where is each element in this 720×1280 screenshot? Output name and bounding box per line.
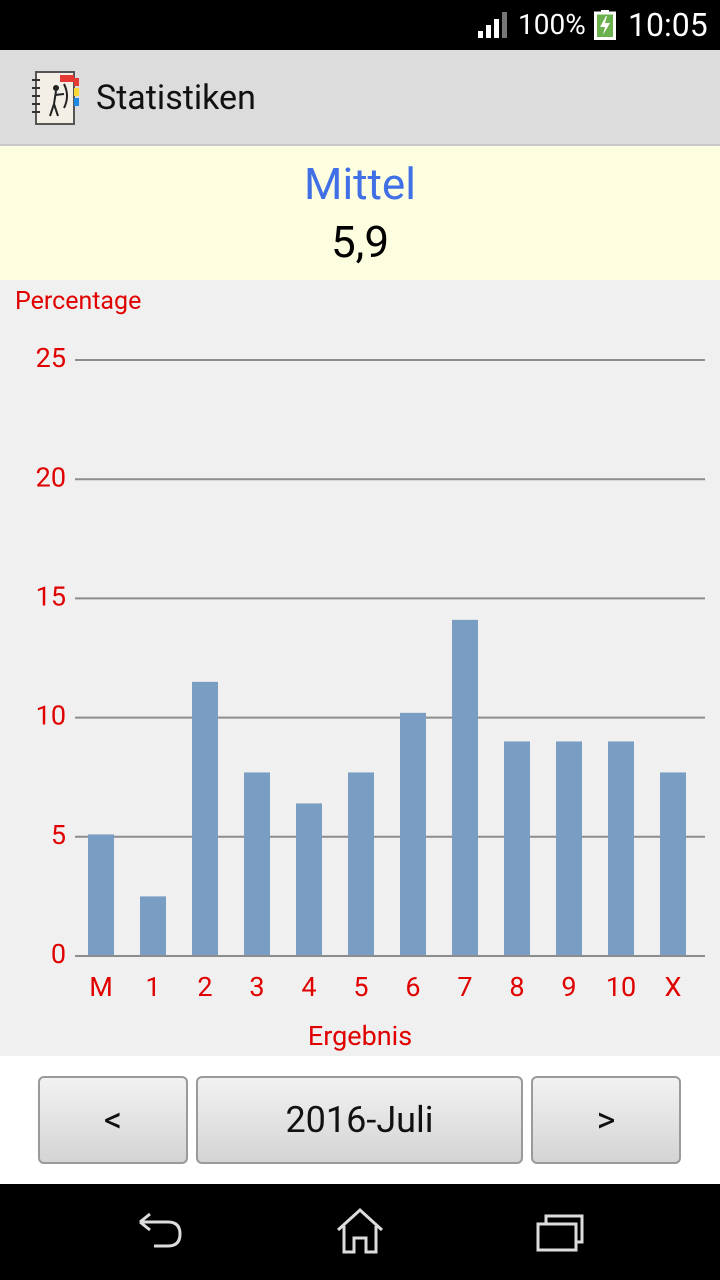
mean-summary: Mittel 5,9 bbox=[0, 146, 720, 280]
bar-chart: Percentage 0 5 10 15 20 25 M 1 2 3 4 5 6 7 8 9 10 X Ergebni… bbox=[15, 287, 705, 1052]
clock: 10:05 bbox=[628, 6, 708, 44]
bar bbox=[660, 772, 686, 956]
x-tick-label: 2 bbox=[197, 971, 212, 1003]
y-tick-label: 0 bbox=[51, 938, 66, 970]
mean-label: Mittel bbox=[304, 158, 416, 210]
bar bbox=[140, 896, 166, 956]
bar bbox=[608, 741, 634, 956]
y-tick-label: 5 bbox=[51, 819, 66, 851]
archery-notebook-icon[interactable] bbox=[30, 70, 82, 126]
period-select-button[interactable]: 2016-Juli bbox=[196, 1076, 523, 1164]
back-icon[interactable] bbox=[134, 1206, 186, 1258]
status-bar: 100% 10:05 bbox=[0, 0, 720, 50]
mean-value: 5,9 bbox=[330, 216, 390, 268]
bar bbox=[296, 803, 322, 956]
x-tick-label: 9 bbox=[561, 971, 576, 1003]
x-tick-label: 1 bbox=[145, 971, 160, 1003]
recents-icon[interactable] bbox=[534, 1206, 586, 1258]
x-tick-label: 4 bbox=[301, 971, 316, 1003]
chart-area: Percentage 0 5 10 15 20 25 M 1 2 3 4 5 6 7 8 9 10 X Ergebni… bbox=[0, 280, 720, 1056]
y-tick-label: 25 bbox=[36, 342, 66, 374]
x-tick-label: X bbox=[665, 971, 682, 1003]
x-tick-label: 8 bbox=[509, 971, 524, 1003]
period-navigation: < 2016-Juli > bbox=[0, 1056, 720, 1184]
system-navigation-bar bbox=[0, 1184, 720, 1280]
x-tick-label: 7 bbox=[457, 971, 472, 1003]
bar bbox=[556, 741, 582, 956]
battery-percent: 100% bbox=[518, 8, 586, 41]
x-tick-label: 6 bbox=[405, 971, 420, 1003]
bar bbox=[348, 772, 374, 956]
signal-icon bbox=[478, 12, 507, 38]
y-tick-label: 20 bbox=[36, 461, 66, 493]
bar bbox=[192, 681, 218, 956]
bar bbox=[88, 834, 114, 956]
home-icon[interactable] bbox=[334, 1206, 386, 1258]
y-tick-label: 15 bbox=[36, 581, 66, 613]
y-tick-label: 10 bbox=[36, 700, 66, 732]
previous-period-button[interactable]: < bbox=[38, 1076, 188, 1164]
page-title: Statistiken bbox=[96, 78, 256, 118]
action-bar: Statistiken bbox=[0, 50, 720, 146]
bar bbox=[504, 741, 530, 956]
x-tick-label: 5 bbox=[353, 971, 368, 1003]
battery-charging-icon bbox=[594, 10, 616, 40]
bar bbox=[244, 772, 270, 956]
x-tick-label: 10 bbox=[606, 971, 636, 1003]
x-tick-label: M bbox=[89, 971, 113, 1003]
next-period-button[interactable]: > bbox=[531, 1076, 681, 1164]
x-tick-label: 3 bbox=[249, 971, 264, 1003]
x-axis-label: Ergebnis bbox=[308, 1020, 412, 1052]
bar bbox=[400, 712, 426, 956]
y-axis-label: Percentage bbox=[15, 287, 141, 316]
bar bbox=[452, 619, 478, 956]
